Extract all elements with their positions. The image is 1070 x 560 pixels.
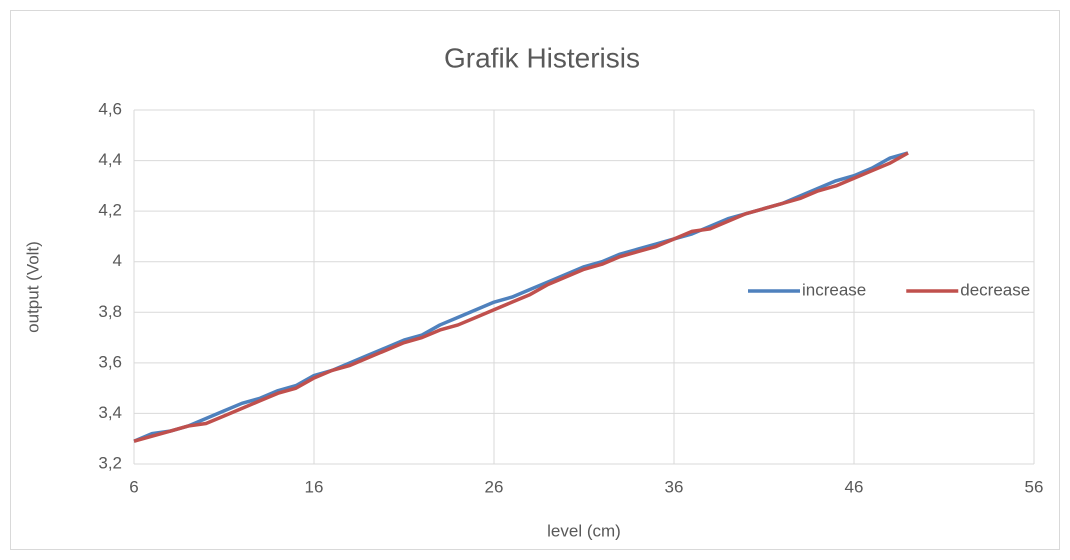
y-tick-label: 3,8 <box>98 302 122 321</box>
x-tick-label: 56 <box>1025 477 1044 496</box>
x-tick-label: 46 <box>845 477 864 496</box>
y-tick-label: 4,4 <box>98 150 122 169</box>
line-series <box>133 151 909 443</box>
x-tick-label: 6 <box>129 477 138 496</box>
chart-title: Grafik Histerisis <box>444 42 640 73</box>
x-tick-label: 16 <box>305 477 324 496</box>
x-tick-label: 26 <box>485 477 504 496</box>
legend-label: decrease <box>960 280 1030 299</box>
y-tick-label: 4,2 <box>98 201 122 220</box>
x-axis-label: level (cm) <box>547 521 621 540</box>
y-tick-label: 3,6 <box>98 352 122 371</box>
y-tick-label: 4 <box>113 251 122 270</box>
legend-label: increase <box>802 280 866 299</box>
y-tick-label: 3,2 <box>98 453 122 472</box>
y-axis-label: output (Volt) <box>23 241 42 333</box>
chart-border <box>10 10 1060 550</box>
y-tick-label: 3,4 <box>98 403 122 422</box>
y-tick-label: 4,6 <box>98 99 122 118</box>
x-tick-label: 36 <box>665 477 684 496</box>
